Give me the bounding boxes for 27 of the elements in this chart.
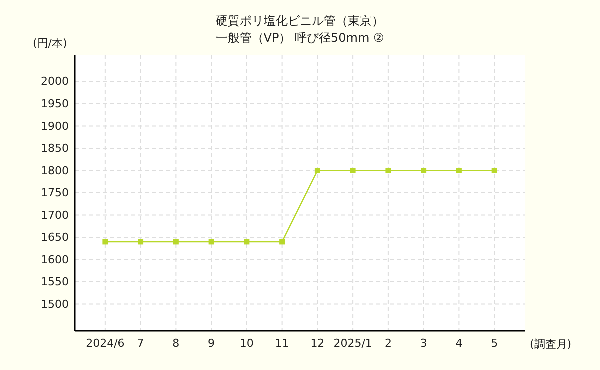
x-axis-title: (調査月) (530, 338, 572, 351)
chart-subtitle: 一般管（VP） 呼び径50mm ② (216, 31, 384, 45)
x-tick-label: 3 (420, 336, 428, 350)
x-tick-label: 2025/1 (334, 336, 372, 350)
y-tick-label: 1750 (41, 186, 69, 200)
y-tick-label: 1650 (41, 231, 69, 244)
y-axis-title: (円/本) (33, 37, 68, 50)
y-tick-label: 1500 (41, 298, 69, 311)
x-tick-label: 2 (384, 336, 392, 350)
y-tick-label: 1600 (41, 253, 69, 266)
y-tick-label: 1550 (41, 276, 69, 289)
y-tick-label: 1700 (41, 208, 69, 222)
x-tick-label: 8 (172, 336, 180, 350)
y-tick-label: 1800 (41, 164, 69, 178)
x-tick-label: 4 (456, 336, 463, 350)
x-tick-label: 10 (240, 336, 254, 350)
y-tick-label: 2000 (41, 75, 69, 88)
y-tick-label: 1950 (41, 97, 69, 110)
x-tick-label: 11 (275, 336, 290, 350)
y-tick-label: 1900 (41, 120, 69, 133)
chart-title: 硬質ポリ塩化ビニル管（東京） (216, 14, 384, 28)
x-tick-label: 7 (137, 336, 144, 350)
x-tick-label: 12 (310, 336, 325, 350)
x-tick-label: 9 (208, 336, 216, 350)
x-tick-label: 2024/6 (86, 336, 125, 350)
y-tick-label: 1850 (41, 142, 69, 156)
x-tick-label: 5 (491, 336, 498, 350)
